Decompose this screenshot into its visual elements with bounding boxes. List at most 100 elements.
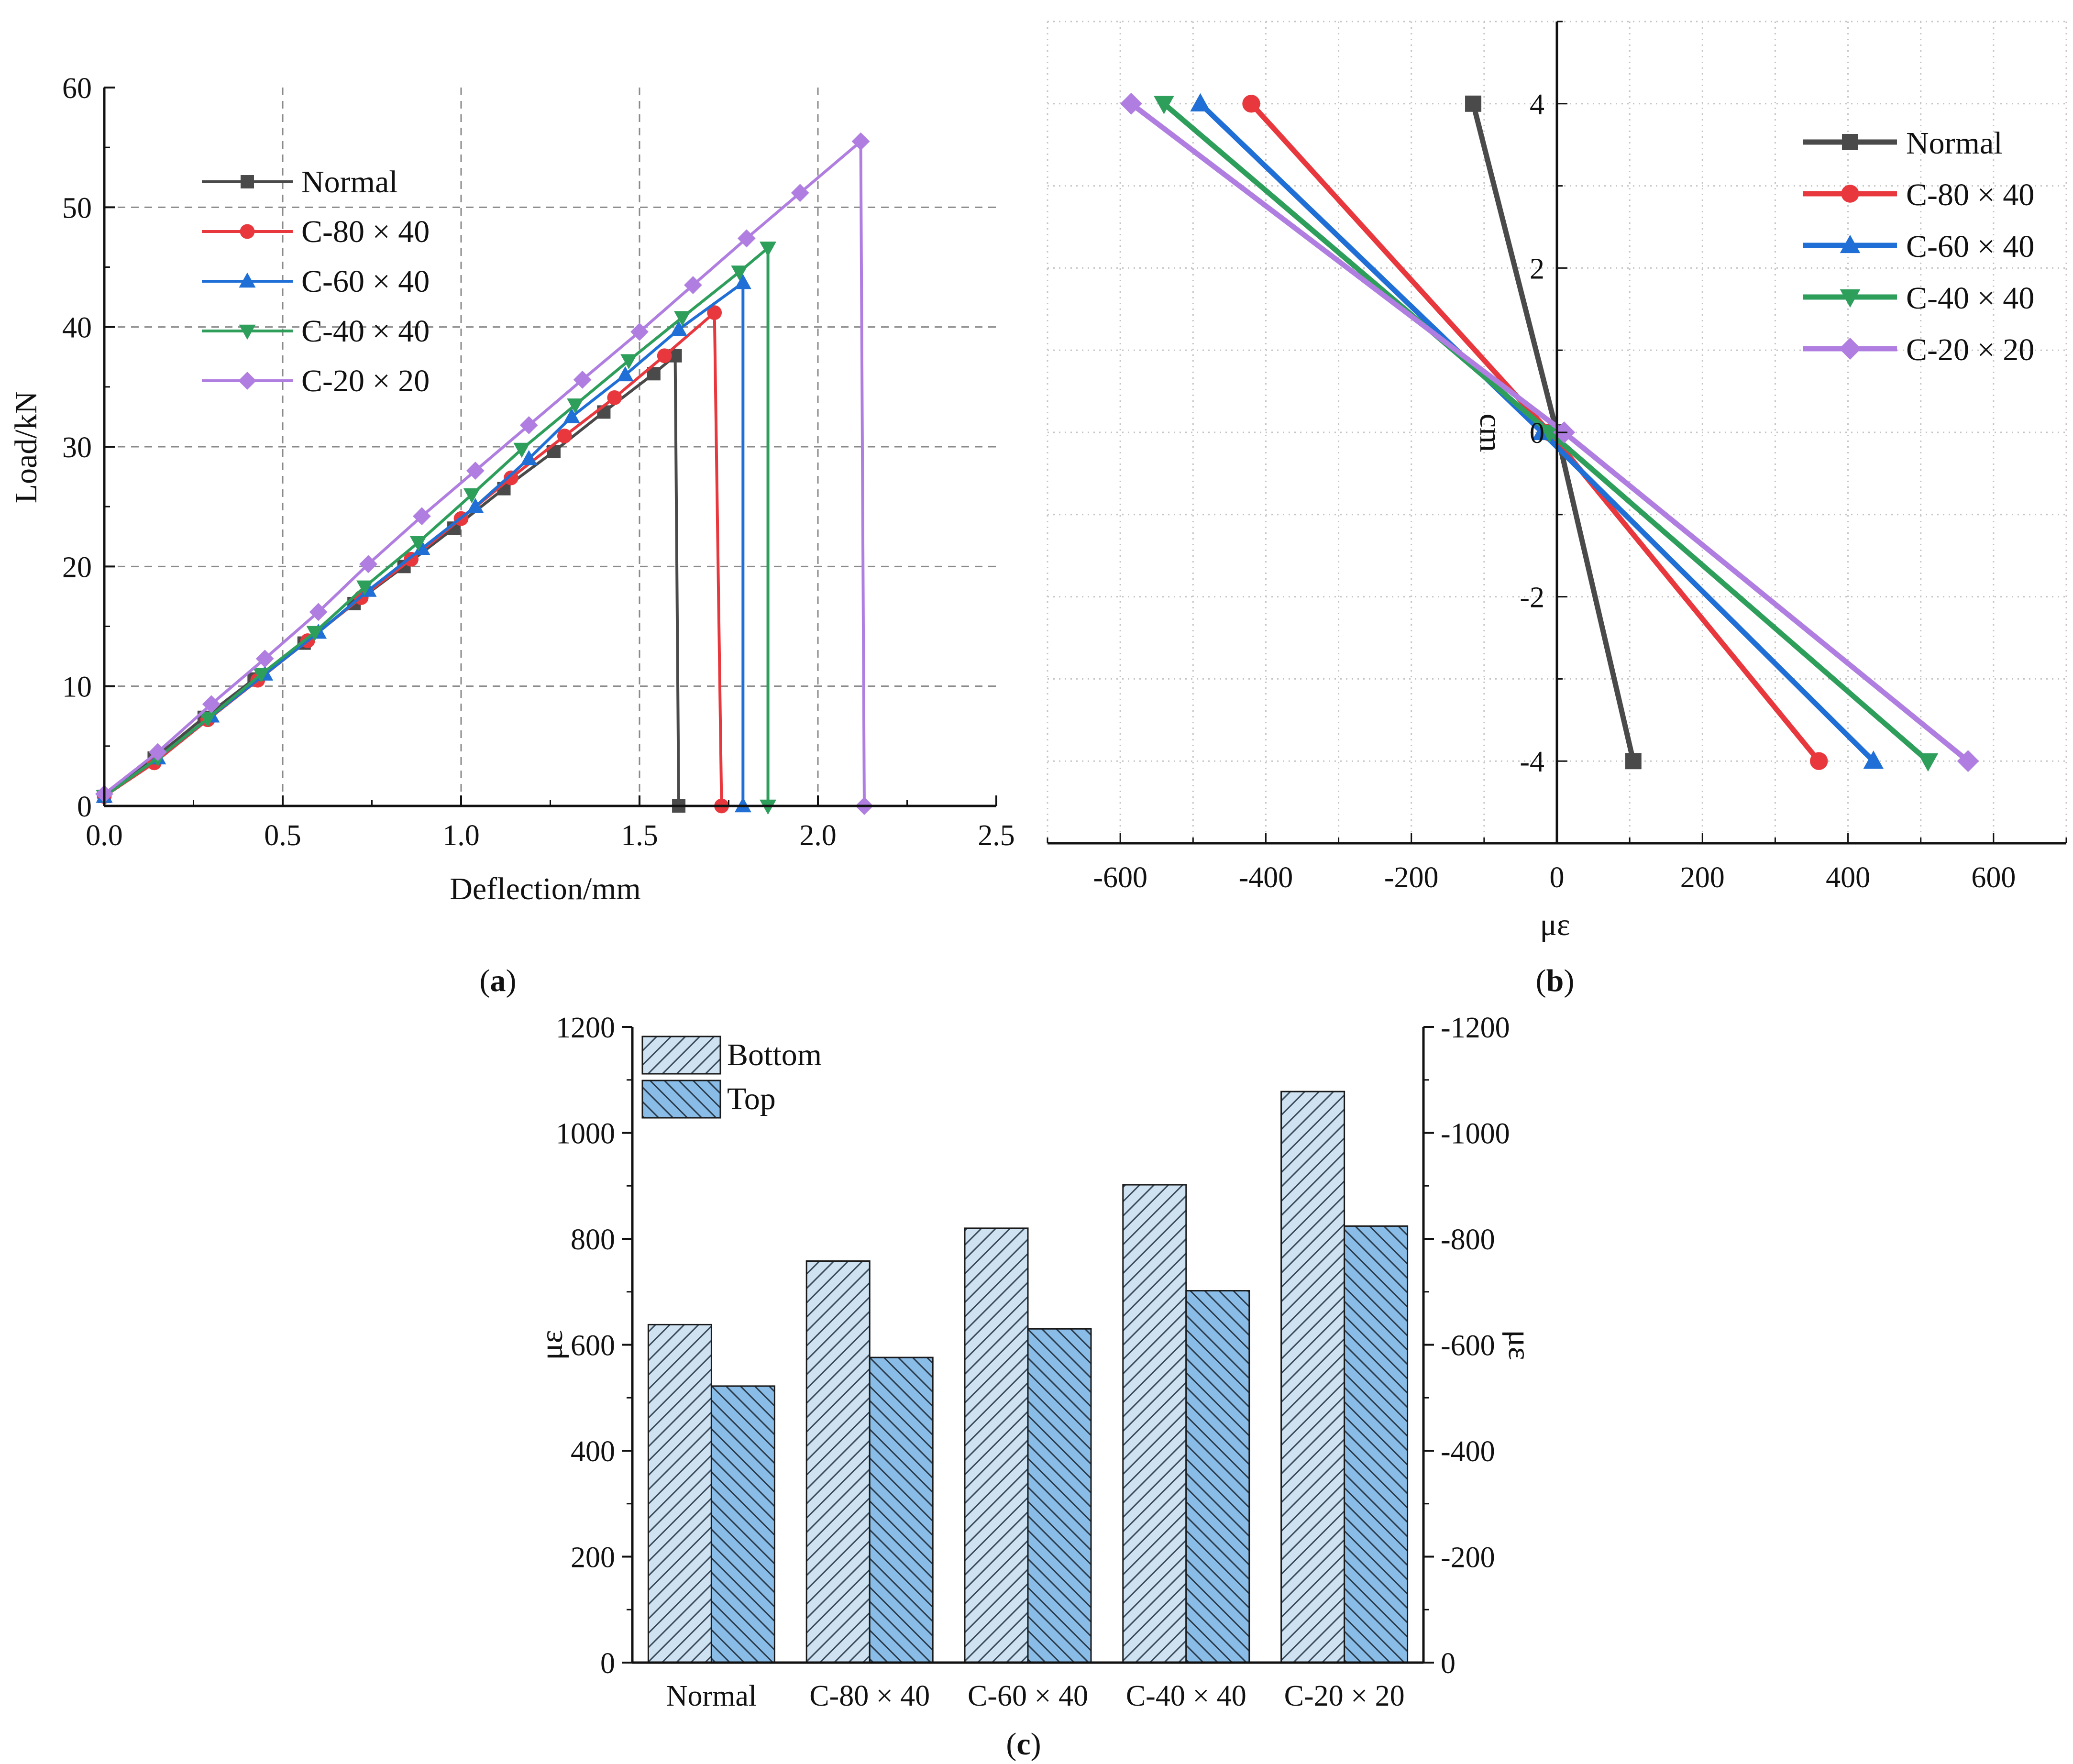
panel-a-y-axis-label: Load/kN	[9, 391, 44, 504]
panel-a-data-point-c-80-40	[607, 390, 622, 405]
panel-c-bar-bottom-c-20-20	[1280, 1091, 1345, 1664]
panel-a-data-point-c-60-40	[467, 497, 484, 513]
panel-c-category-label: C-60 × 40	[968, 1680, 1088, 1712]
panel-c-right-tick-label: -600	[1441, 1330, 1495, 1362]
panel-a-x-tick-label: 1.5	[621, 819, 658, 852]
panel-b-data-point-c-60-40	[1190, 93, 1211, 111]
panel-a-y-tick-label: 30	[62, 431, 92, 464]
panel-a-caption: (a)	[480, 963, 517, 998]
panel-c-right-tick-label: -1000	[1441, 1118, 1510, 1150]
panel-c-legend-swatch-top	[641, 1080, 721, 1119]
panel-a-axes	[103, 87, 997, 807]
panel-b-legend-label: C-80 × 40	[1906, 177, 2034, 212]
panel-a-y-tick-label: 50	[62, 192, 92, 224]
panel-a-data-point-c-40-40	[463, 488, 480, 504]
panel-a-x-tick-label: 2.0	[799, 819, 837, 852]
panel-c-left-tick-label: 200	[571, 1542, 615, 1574]
panel-b-data-point-c-40-40	[1154, 96, 1174, 114]
panel-a-data-point-c-80-40	[657, 348, 672, 364]
panel-a-legend-label: C-80 × 40	[301, 214, 430, 249]
panel-a-data-point-c-40-40	[620, 354, 638, 369]
panel-a-data-point-c-40-40	[253, 668, 270, 683]
panel-b-legend-label: C-40 × 40	[1906, 281, 2034, 316]
panel-b-tick-labels: -600 -400 -200 0 200 400 600 -4 -2 0 2 4	[1093, 88, 2016, 894]
panel-c-bar-bottom-c-60-40	[964, 1227, 1029, 1664]
panel-b-data-point-c-40-40	[1539, 424, 1560, 443]
panel-c-right-tick-label: -200	[1441, 1542, 1495, 1574]
panel-a-legend: Normal C-80 × 40 C-60 × 40 C-40 × 40 C-20 × …	[202, 165, 430, 398]
panel-a-data-point-c-60-40	[413, 540, 430, 555]
panel-a-legend-marker-c-80-40	[240, 224, 255, 239]
panel-a-data-point-c-20-20	[684, 276, 702, 294]
panel-b-x-tick-label: -200	[1384, 861, 1439, 894]
panel-c-category-label: C-20 × 20	[1284, 1680, 1405, 1712]
panel-a-legend-marker-c-20-20	[238, 372, 256, 390]
panel-a-legend-label: C-40 × 40	[301, 314, 430, 349]
panel-b-legend-marker-normal	[1842, 134, 1858, 150]
panel-b-y-tick-label: 0	[1530, 417, 1544, 450]
panel-c-left-tick-label: 800	[571, 1224, 615, 1256]
panel-b-x-tick-label: 0	[1550, 861, 1565, 894]
panel-c-bar-bottom-c-40-40	[1122, 1184, 1187, 1664]
panel-c-axes	[622, 1026, 1434, 1664]
panel-a-series-line-c-20-20	[103, 140, 866, 806]
panel-a-y-tick-label: 10	[62, 671, 92, 704]
panel-b-data-point-c-60-40	[1863, 750, 1884, 769]
panel-a-data-point-c-80-40	[504, 470, 518, 485]
panel-b-legend-marker-c-60-40	[1840, 234, 1861, 254]
panel-c-bars	[647, 1091, 1409, 1664]
panel-b-legend-marker-c-20-20	[1839, 338, 1861, 360]
panel-b-legend-marker-c-40-40	[1840, 289, 1861, 308]
panel-a-data-point-c-60-40	[617, 366, 634, 382]
panel-c-bar-bottom-c-80-40	[805, 1260, 871, 1664]
panel-a-data-point-c-40-40	[409, 536, 427, 551]
panel-b-strain-profile-chart: -600 -400 -200 0 200 400 600 -4 -2 0 2 4 με cm Norm…	[1047, 21, 2067, 998]
panel-b-x-tick-label: -400	[1239, 861, 1293, 894]
panel-c-left-tick-label: 1000	[556, 1118, 615, 1150]
panel-a-x-tick-label: 0.0	[86, 819, 123, 852]
panel-b-legend-label: C-20 × 20	[1906, 332, 2034, 367]
panel-a-data-point-c-40-40	[513, 442, 530, 458]
panel-a-data-point-c-40-40	[199, 712, 216, 728]
panel-a-data-point-c-20-20	[737, 229, 756, 248]
panel-a-y-tick-label: 20	[62, 551, 92, 584]
panel-c-right-tick-label: -400	[1441, 1435, 1495, 1468]
panel-c-left-tick-label: 1200	[556, 1012, 615, 1044]
panel-c-peak-strain-bar-chart: Normal C-80 × 40 C-60 × 40 C-40 × 40 C-20 × …	[534, 1012, 1537, 1762]
panel-a-x-tick-label: 2.5	[978, 819, 1015, 852]
panel-a-data-point-c-20-20	[630, 322, 649, 341]
panel-c-tick-labels: Normal C-80 × 40 C-60 × 40 C-40 × 40 C-20 × …	[556, 1012, 1510, 1712]
panel-a-x-tick-label: 1.0	[442, 819, 480, 852]
panel-b-legend-label: C-60 × 40	[1906, 229, 2034, 264]
panel-a-data-point-c-60-40	[563, 408, 580, 423]
panel-b-data-point-c-20-20	[1120, 92, 1142, 115]
panel-a-data-point-c-20-20	[309, 603, 328, 621]
panel-a-data-point-c-40-40	[760, 242, 777, 257]
panel-c-left-tick-label: 400	[571, 1435, 615, 1468]
panel-b-x-tick-label: -600	[1093, 861, 1147, 894]
panel-a-legend-marker-c-60-40	[239, 272, 256, 288]
panel-c-right-tick-label: -1200	[1441, 1012, 1510, 1044]
panel-c-left-tick-label: 600	[571, 1330, 615, 1362]
panel-c-bar-top-c-80-40	[869, 1356, 934, 1664]
panel-b-data-point-normal	[1465, 95, 1482, 112]
panel-a-x-axis-label: Deflection/mm	[450, 871, 641, 906]
panel-b-data-point-c-80-40	[1242, 95, 1260, 113]
panel-c-bar-top-c-40-40	[1185, 1290, 1250, 1664]
panel-a-data-point-c-60-40	[734, 274, 751, 289]
panel-b-data-point-c-80-40	[1810, 752, 1828, 770]
panel-a-x-tick-label: 0.5	[264, 819, 301, 852]
panel-c-legend-swatch-bottom	[641, 1036, 721, 1075]
panel-a-data-point-c-40-40	[731, 265, 748, 281]
panel-c-caption: (c)	[1006, 1727, 1041, 1762]
panel-b-data-point-c-20-20	[1957, 750, 1979, 772]
panel-a-data-point-c-20-20	[413, 507, 431, 526]
panel-a-data-point-c-20-20	[466, 462, 485, 480]
panel-c-right-y-axis-label: με	[1502, 1330, 1537, 1360]
panel-a-data-point-c-20-20	[202, 695, 221, 714]
panel-b-data-point-c-40-40	[1918, 753, 1939, 772]
panel-a-data-point-c-20-20	[149, 743, 167, 761]
panel-a-data-point-c-20-20	[573, 370, 592, 389]
panel-b-caption: (b)	[1536, 963, 1575, 998]
